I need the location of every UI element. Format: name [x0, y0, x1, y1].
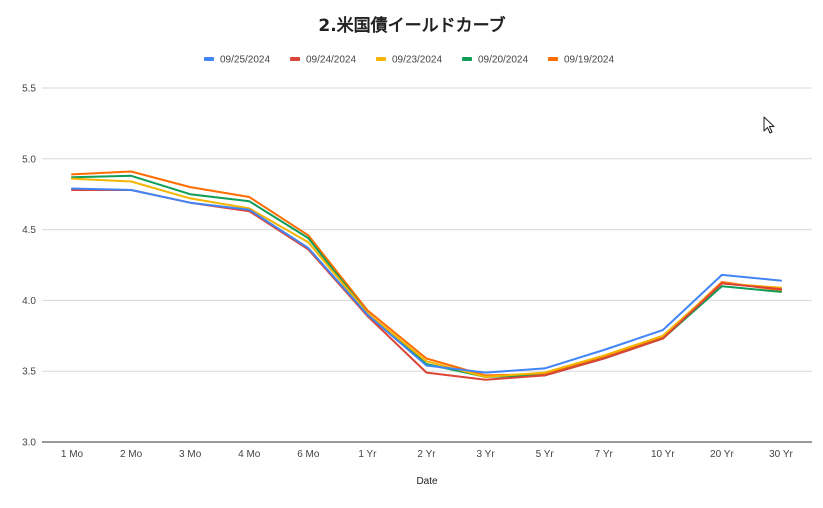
series-line-09-19-2024[interactable]: [71, 170, 782, 377]
x-tick-label: 7 Yr: [595, 449, 614, 460]
legend-item-09-19-2024[interactable]: 09/19/2024: [548, 55, 614, 66]
legend-item-09-25-2024[interactable]: 09/25/2024: [204, 55, 270, 66]
y-tick-label: 5.5: [22, 84, 36, 95]
x-tick-label: 3 Mo: [179, 449, 202, 460]
legend-label: 09/20/2024: [478, 55, 528, 66]
legend-swatch: [290, 57, 300, 61]
x-tick-label: 5 Yr: [536, 449, 555, 460]
chart-title: 2.米国債イールドカーブ: [318, 15, 505, 36]
legend-item-09-23-2024[interactable]: 09/23/2024: [376, 55, 442, 66]
legend-label: 09/23/2024: [392, 55, 442, 66]
x-tick-label: 2 Yr: [417, 449, 436, 460]
x-tick-label: 6 Mo: [297, 449, 320, 460]
legend-swatch: [462, 57, 472, 61]
x-axis-title: Date: [416, 476, 438, 487]
legend-label: 09/19/2024: [564, 55, 614, 66]
x-tick-label: 1 Yr: [358, 449, 377, 460]
series-line-09-20-2024[interactable]: [71, 174, 782, 378]
series-line-09-23-2024[interactable]: [71, 177, 782, 378]
legend-swatch: [548, 57, 558, 61]
y-axis-ticks: 3.0 3.5 4.0 4.5 5.0 5.5: [22, 84, 36, 449]
x-tick-label: 2 Mo: [120, 449, 143, 460]
chart-gridlines: [42, 87, 812, 443]
x-axis-ticks: 1 Mo 2 Mo 3 Mo 4 Mo 6 Mo 1 Yr 2 Yr 3 Yr 5 Yr 7 Yr…: [61, 449, 794, 460]
y-tick-label: 4.0: [22, 296, 36, 307]
x-tick-label: 30 Yr: [769, 449, 793, 460]
x-tick-label: 3 Yr: [476, 449, 495, 460]
legend-label: 09/24/2024: [306, 55, 356, 66]
legend-label: 09/25/2024: [220, 55, 270, 66]
legend-swatch: [376, 57, 386, 61]
x-tick-label: 1 Mo: [61, 449, 84, 460]
legend-swatch: [204, 57, 214, 61]
y-tick-label: 4.5: [22, 225, 36, 236]
mouse-pointer-icon: [763, 116, 775, 134]
x-tick-label: 4 Mo: [238, 449, 261, 460]
x-tick-label: 10 Yr: [651, 449, 675, 460]
legend-item-09-20-2024[interactable]: 09/20/2024: [462, 55, 528, 66]
legend-item-09-24-2024[interactable]: 09/24/2024: [290, 55, 356, 66]
y-tick-label: 5.0: [22, 154, 36, 165]
x-tick-label: 20 Yr: [710, 449, 734, 460]
y-tick-label: 3.0: [22, 438, 36, 449]
chart-series: [71, 170, 782, 381]
y-tick-label: 3.5: [22, 367, 36, 378]
series-line-09-25-2024[interactable]: [71, 187, 782, 374]
chart-legend[interactable]: 09/25/2024 09/24/2024 09/23/2024 09/20/2024…: [204, 55, 614, 66]
series-line-09-24-2024[interactable]: [71, 189, 782, 381]
